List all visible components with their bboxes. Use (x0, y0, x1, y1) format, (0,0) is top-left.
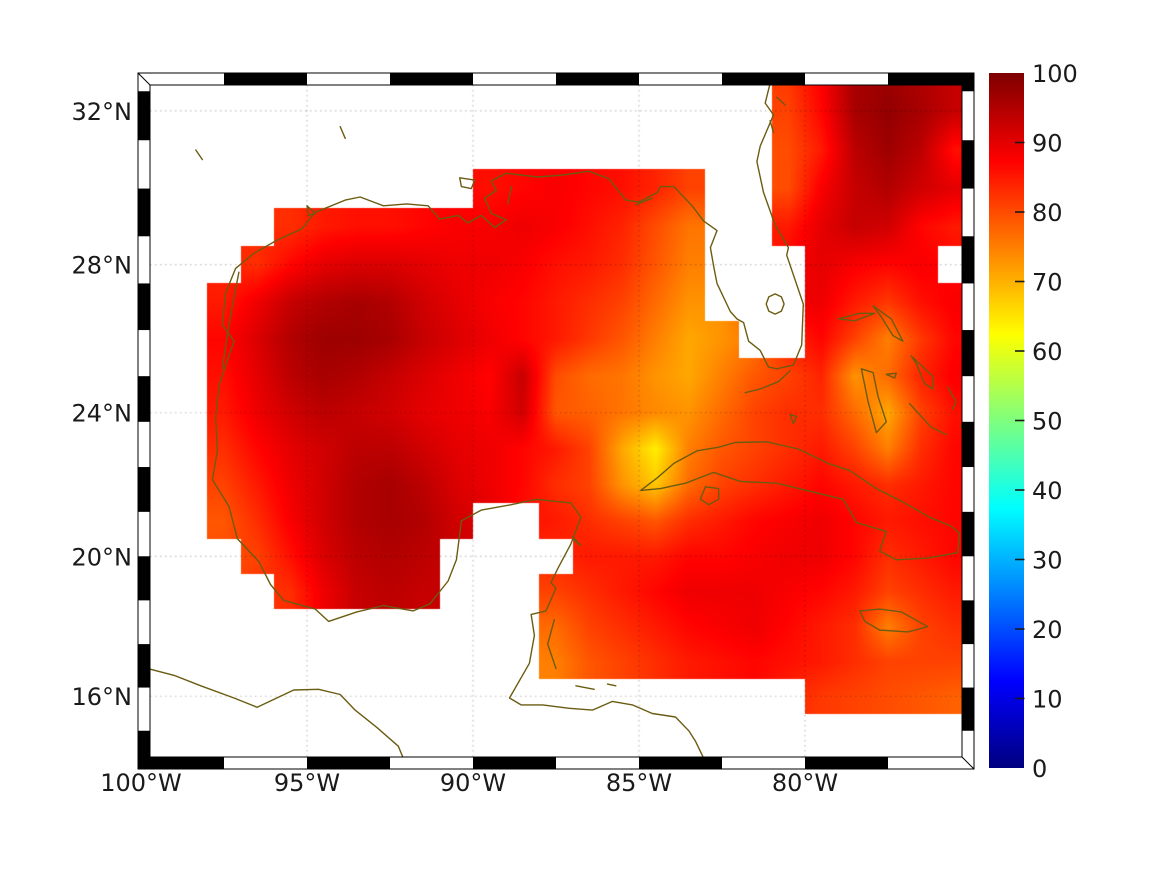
frame-segment (138, 376, 150, 422)
coastline-guanaja (606, 683, 617, 687)
coastline-roatan (575, 685, 595, 690)
colorbar-tick-label: 70 (1032, 269, 1063, 297)
coastline-toledo_bend_lake (339, 125, 346, 139)
frame-segment (805, 757, 888, 769)
coastline-abaco (872, 305, 904, 342)
frame-segment (962, 73, 974, 92)
frame-segment (962, 236, 974, 284)
frame-segment (138, 91, 150, 141)
map-frame (137, 72, 975, 770)
colorbar-tick-label: 40 (1032, 477, 1063, 505)
frame-segment (224, 73, 307, 85)
y-tick-label: 16°N (72, 683, 133, 711)
frame-segment (962, 687, 974, 731)
x-tick-label: 80°W (772, 769, 838, 797)
coastline-georgia_islands_1 (776, 96, 786, 106)
colorbar-tick-label: 80 (1032, 199, 1063, 227)
frame-segment (962, 511, 974, 557)
colorbar-tick-label: 90 (1032, 130, 1063, 158)
axis-labels: 100°W 95°W 90°W 85°W 80°W 32°N 28°N 24°N 20°N 16°… (72, 98, 839, 797)
coastline-lake_okeechobee (765, 293, 785, 315)
coastline-cuba (640, 441, 961, 561)
y-tick-label: 32°N (72, 98, 133, 126)
coastline-cozumel (571, 536, 582, 547)
coastline-exuma_cays (908, 402, 947, 436)
frame-miter (961, 756, 975, 770)
frame-segment (722, 73, 805, 85)
frame-segment (962, 140, 974, 189)
coastlines (150, 85, 962, 757)
y-tick-label: 24°N (72, 400, 133, 428)
colorbar-tick-label: 100 (1032, 60, 1078, 88)
frame-segment (138, 644, 150, 688)
colorbar-tick-label: 20 (1032, 616, 1063, 644)
coastline-new_providence (885, 372, 897, 379)
coastline-galveston_bay (306, 205, 316, 217)
coastline-chandeleur_islands (507, 185, 512, 205)
colorbar-tick-label: 0 (1032, 755, 1047, 783)
colorbar-tick-label: 10 (1032, 686, 1063, 714)
coastline-us_gulf_atlantic_mexico_centralamerica (211, 85, 804, 757)
coastline-florida_keys (744, 370, 791, 394)
frame-segment (138, 283, 150, 331)
coastline-andros (860, 368, 887, 434)
colorbar-tick-label: 50 (1032, 408, 1063, 436)
frame-miter (137, 756, 151, 770)
coastline-jamaica (859, 608, 929, 633)
coastline-lake_pontchartrain (459, 177, 476, 190)
frame-miter (137, 72, 151, 86)
y-tick-label: 28°N (72, 252, 133, 280)
frame-segment (962, 600, 974, 645)
coastline-apalachicola_islands (635, 197, 653, 206)
coastline-cay_sal_bank (789, 413, 798, 425)
frame-segment (138, 757, 224, 769)
coastline-pacific_coast_mexico (150, 668, 404, 757)
frame-segment (556, 73, 639, 85)
coastline-cat_island (947, 386, 957, 410)
frame-segment (639, 757, 722, 769)
frame-inner-outline (149, 84, 963, 758)
x-tick-label: 85°W (606, 769, 672, 797)
frame-segment (473, 757, 556, 769)
coastline-grand_bahama (837, 312, 876, 322)
coastline-texas_inland_lake (195, 149, 204, 161)
y-tick-label: 20°N (72, 543, 133, 571)
frame-segment (390, 73, 473, 85)
coastline-belize_reef (547, 619, 557, 670)
frame-segment (138, 467, 150, 512)
frame-segment (888, 73, 974, 85)
colorbar-labels: 0 10 20 30 40 50 60 70 80 90 100 (1015, 60, 1078, 783)
colorbar-tick-label: 60 (1032, 338, 1063, 366)
x-tick-label: 100°W (100, 769, 182, 797)
coastline-isla_de_la_juventud (699, 486, 720, 506)
frame-segment (138, 556, 150, 601)
frame-segment (307, 757, 390, 769)
frame-segment (962, 421, 974, 468)
x-tick-label: 95°W (274, 769, 340, 797)
frame-segment (138, 188, 150, 237)
x-tick-label: 90°W (440, 769, 506, 797)
heatmap-canvas (150, 85, 962, 757)
coastline-eleuthera (910, 355, 934, 390)
coastline-georgia_islands_2 (769, 120, 775, 134)
frame-miter (961, 72, 975, 86)
colorbar-tick-label: 30 (1032, 547, 1063, 575)
frame-segment (962, 330, 974, 377)
frame-outer-outline (137, 72, 975, 770)
coastline-texas_barrier_islands (221, 271, 240, 370)
